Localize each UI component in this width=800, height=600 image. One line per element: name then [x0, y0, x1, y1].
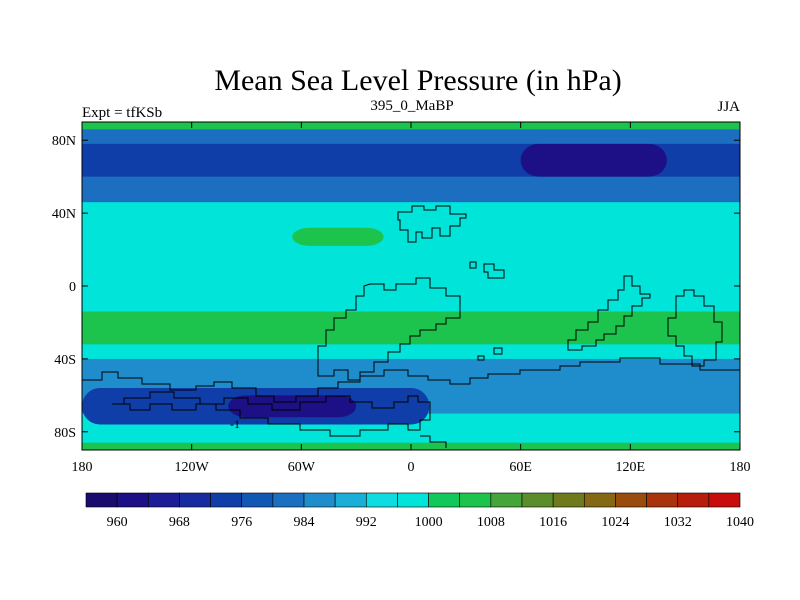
continent-outlines — [82, 205, 740, 448]
y-axis: 80N 40N 0 40S 80S — [52, 134, 740, 441]
colorbar-swatch — [303, 492, 336, 508]
colorbar-swatch — [272, 492, 305, 508]
y-tick-label: 80S — [54, 426, 76, 441]
x-tick-label: 120E — [616, 460, 646, 475]
time-label: 395_0_MaBP — [370, 98, 453, 114]
colorbar-swatch — [241, 492, 274, 508]
colorbar-label: 1032 — [664, 515, 692, 530]
coastline-antarctic-inner — [112, 391, 431, 437]
coastline-eurasia-north — [397, 205, 467, 243]
colorbar-swatch — [334, 492, 367, 508]
map-panel: -1 — [82, 122, 740, 450]
x-tick-label: 60W — [288, 460, 316, 475]
colorbar-label: 1016 — [539, 515, 567, 530]
colorbar-swatch — [85, 492, 118, 508]
colorbar-label: 1040 — [726, 515, 754, 530]
colorbar-swatch — [615, 492, 647, 508]
coastline-small-island — [477, 355, 485, 361]
colorbar-label: 1008 — [477, 515, 505, 530]
y-tick-label: 80N — [52, 134, 76, 149]
field-subtropic-high-belt — [82, 311, 740, 345]
x-tick-label: 180 — [72, 460, 93, 475]
coastline-africa-west — [317, 277, 461, 381]
colorbar-labels: 960 968 976 984 992 1000 1008 1016 1024 1032 1040 — [107, 515, 754, 530]
colorbar-swatch — [521, 492, 554, 508]
colorbar-swatch — [708, 492, 741, 508]
colorbar-swatch — [179, 492, 211, 508]
x-tick-label: 120W — [175, 460, 210, 475]
colorbar-swatch — [677, 492, 710, 508]
colorbar-label: 968 — [169, 515, 190, 530]
season-label: JJA — [717, 99, 740, 115]
x-tick-label: 180 — [730, 460, 751, 475]
experiment-label: Expt = tfKSb — [82, 105, 162, 121]
colorbar-swatch — [552, 492, 585, 508]
field-north-high-patch — [292, 227, 384, 246]
colorbar — [85, 492, 741, 508]
colorbar-swatch — [397, 492, 429, 508]
pressure-field-layer — [82, 122, 740, 450]
chart-title: Mean Sea Level Pressure (in hPa) — [214, 64, 621, 97]
colorbar-label: 960 — [107, 515, 128, 530]
x-axis: 180 120W 60W 0 60E 120E 180 — [72, 122, 751, 475]
field-north-core-low — [520, 143, 667, 177]
colorbar-swatch — [147, 492, 180, 508]
y-tick-label: 0 — [69, 280, 76, 295]
colorbar-swatch — [490, 492, 523, 508]
coastline-antarctic-east — [420, 435, 447, 448]
coastline-australia-east — [667, 289, 723, 367]
colorbar-label: 984 — [294, 515, 315, 530]
colorbar-swatch — [210, 492, 243, 508]
colorbar-swatch — [646, 492, 679, 508]
coastline-island-east — [483, 263, 505, 279]
y-tick-label: 40S — [54, 353, 76, 368]
colorbar-swatch — [428, 492, 461, 508]
colorbar-label: 1000 — [415, 515, 443, 530]
coastline-island-sw — [493, 347, 503, 355]
colorbar-swatch — [583, 492, 616, 508]
contour-label: -1 — [230, 417, 240, 431]
colorbar-label: 992 — [356, 515, 377, 530]
coastline-island-north — [469, 261, 477, 269]
coastline-antarctic-belt — [82, 357, 740, 403]
field-south-core-low — [228, 395, 357, 418]
y-tick-label: 40N — [52, 207, 76, 222]
coastline-asia-south — [567, 275, 651, 351]
x-tick-label: 0 — [408, 460, 415, 475]
colorbar-swatch — [116, 492, 149, 508]
colorbar-swatch — [459, 492, 492, 508]
x-tick-label: 60E — [509, 460, 532, 475]
colorbar-swatch — [365, 492, 398, 508]
colorbar-label: 976 — [231, 515, 252, 530]
colorbar-label: 1024 — [601, 515, 629, 530]
